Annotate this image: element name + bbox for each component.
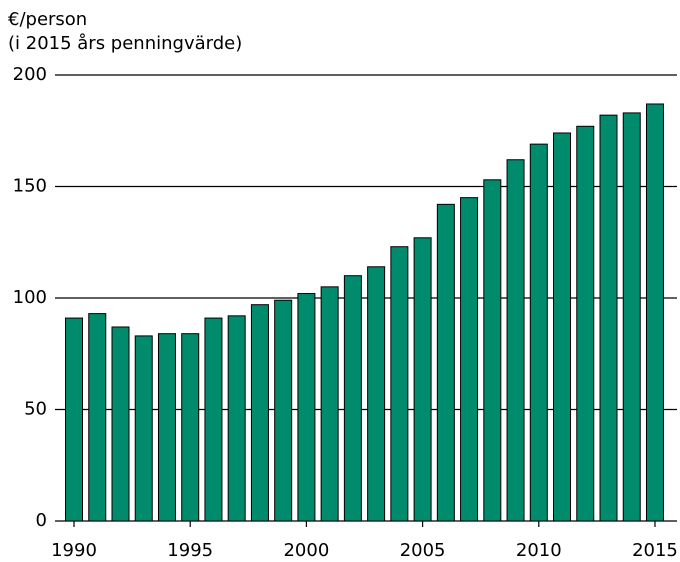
bar [483,179,502,522]
bar [274,299,293,522]
x-tick-label: 1995 [167,540,213,561]
bar [645,103,664,522]
bar [65,317,84,522]
y-tick-label: 50 [24,399,47,420]
x-tick-label: 2010 [516,540,562,561]
bar [134,335,153,522]
bar [343,275,362,522]
y-axis-title: €/person [8,9,87,30]
y-tick-label: 150 [13,176,47,197]
bar [157,333,176,522]
bar [181,333,200,522]
bar [367,266,386,522]
y-tick-label: 200 [13,64,47,85]
x-tick-label: 1990 [51,540,97,561]
bar [297,293,316,522]
y-axis-title: (i 2015 års penningvärde) [8,33,242,54]
x-tick-label: 2000 [283,540,329,561]
bar [88,313,107,522]
bar [436,203,455,522]
x-tick-label: 2005 [400,540,446,561]
bar [250,304,269,522]
bar [413,237,432,522]
bar [576,125,595,522]
bar [390,246,409,522]
y-tick-label: 0 [36,510,47,531]
bar [622,112,641,522]
x-tick-label: 2015 [632,540,678,561]
bar [599,114,618,522]
y-tick-label: 100 [13,287,47,308]
bar [320,286,339,522]
bar [204,317,223,522]
bar [553,132,572,522]
bar [227,315,246,522]
bar [460,197,479,522]
bar [529,143,548,522]
bar [506,159,525,522]
bar [111,326,130,522]
